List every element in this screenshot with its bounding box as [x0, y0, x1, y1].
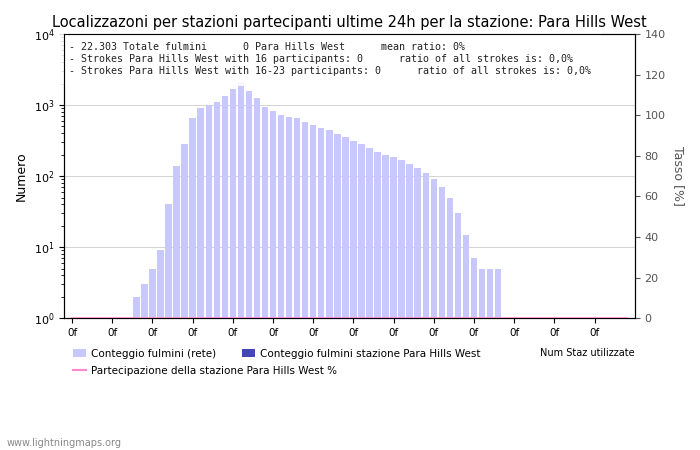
Bar: [624, 318, 630, 450]
Legend: Partecipazione della stazione Para Hills West %: Partecipazione della stazione Para Hills…: [69, 361, 342, 380]
Bar: [551, 318, 558, 450]
Bar: [77, 318, 83, 450]
Bar: [455, 213, 461, 450]
Bar: [165, 204, 172, 450]
Bar: [262, 107, 268, 450]
Bar: [125, 318, 132, 450]
Bar: [471, 258, 477, 450]
Bar: [294, 118, 300, 450]
Title: Localizzazoni per stazioni partecipanti ultime 24h per la stazione: Para Hills W: Localizzazoni per stazioni partecipanti …: [52, 15, 647, 30]
Bar: [342, 136, 349, 450]
Bar: [101, 318, 108, 450]
Bar: [479, 269, 485, 450]
Bar: [270, 111, 276, 450]
Bar: [158, 251, 164, 450]
Bar: [133, 297, 139, 450]
Bar: [69, 318, 76, 450]
Bar: [503, 318, 510, 450]
Bar: [575, 318, 582, 450]
Bar: [599, 318, 605, 450]
Bar: [615, 318, 622, 450]
Bar: [206, 105, 212, 450]
Bar: [391, 157, 397, 450]
Bar: [190, 118, 196, 450]
Bar: [350, 141, 356, 450]
Bar: [109, 318, 116, 450]
Bar: [567, 318, 573, 450]
Text: www.lightningmaps.org: www.lightningmaps.org: [7, 438, 122, 448]
Bar: [358, 144, 365, 450]
Bar: [334, 134, 341, 450]
Text: - 22.303 Totale fulmini      0 Para Hills West      mean ratio: 0%
- Strokes Par: - 22.303 Totale fulmini 0 Para Hills Wes…: [69, 42, 591, 76]
Bar: [519, 318, 526, 450]
Bar: [463, 235, 469, 450]
Bar: [447, 198, 453, 450]
Bar: [608, 318, 614, 450]
Bar: [181, 144, 188, 450]
Y-axis label: Tasso [%]: Tasso [%]: [672, 146, 685, 206]
Bar: [559, 318, 566, 450]
Bar: [149, 269, 155, 450]
Bar: [254, 98, 260, 450]
Bar: [382, 155, 389, 450]
Bar: [246, 90, 252, 450]
Text: Num Staz utilizzate: Num Staz utilizzate: [540, 348, 635, 358]
Bar: [174, 166, 180, 450]
Bar: [302, 122, 309, 450]
Bar: [527, 318, 533, 450]
Bar: [495, 269, 501, 450]
Bar: [543, 318, 550, 450]
Bar: [141, 284, 148, 450]
Bar: [85, 318, 92, 450]
Bar: [310, 125, 316, 450]
Bar: [414, 168, 421, 450]
Bar: [407, 164, 413, 450]
Bar: [222, 96, 228, 450]
Y-axis label: Numero: Numero: [15, 151, 28, 201]
Bar: [430, 180, 437, 450]
Bar: [286, 117, 293, 450]
Bar: [230, 89, 236, 450]
Bar: [535, 318, 542, 450]
Bar: [398, 160, 405, 450]
Bar: [592, 318, 598, 450]
Bar: [214, 102, 220, 450]
Bar: [278, 115, 284, 450]
Bar: [238, 82, 244, 450]
Bar: [486, 269, 493, 450]
Bar: [366, 148, 372, 450]
Bar: [197, 108, 204, 450]
Bar: [439, 187, 445, 450]
Bar: [326, 130, 332, 450]
Bar: [511, 318, 517, 450]
Bar: [374, 152, 381, 450]
Bar: [93, 318, 99, 450]
Bar: [423, 173, 429, 450]
Bar: [583, 318, 589, 450]
Bar: [318, 128, 325, 450]
Bar: [117, 318, 124, 450]
